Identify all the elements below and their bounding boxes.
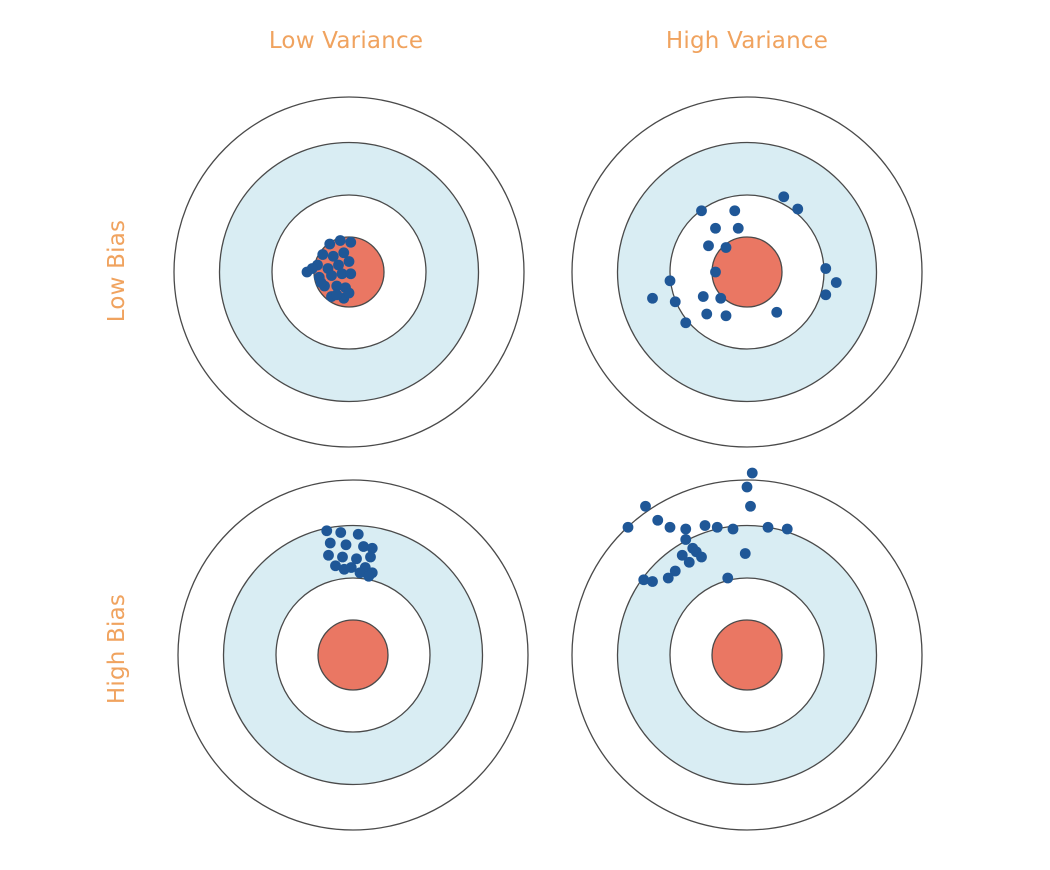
- target-high-bias-high-variance: [571, 467, 923, 831]
- shot-dot: [664, 275, 676, 287]
- shot-dot: [699, 520, 711, 531]
- shot-dot: [317, 249, 329, 260]
- shot-dot: [352, 528, 364, 540]
- shot-dot: [351, 553, 362, 565]
- shot-dot: [622, 521, 634, 533]
- shot-dot: [680, 317, 692, 329]
- shot-dot: [820, 263, 832, 274]
- target-low-bias-low-variance: [173, 96, 525, 448]
- shot-dot: [345, 268, 357, 280]
- shot-dot: [680, 523, 692, 535]
- shot-dot: [336, 268, 348, 280]
- shot-dot: [710, 266, 721, 278]
- shot-dot: [711, 521, 723, 533]
- shot-dot: [324, 537, 336, 549]
- shot-dot: [327, 250, 339, 262]
- shot-dot: [315, 277, 327, 288]
- shot-dot: [340, 539, 352, 551]
- shot-dot: [680, 534, 692, 545]
- shot-dot: [697, 291, 709, 302]
- shot-dot: [640, 500, 651, 512]
- target-low-bias-high-variance: [571, 96, 923, 448]
- shot-dot: [647, 292, 658, 304]
- shot-dot: [664, 521, 676, 533]
- shot-dot: [333, 259, 344, 271]
- shot-dot: [306, 263, 318, 274]
- shot-dot: [345, 236, 357, 248]
- shot-dot: [366, 542, 378, 554]
- shot-dot: [778, 191, 790, 203]
- column-label-high-variance: High Variance: [665, 28, 829, 54]
- shot-dot: [338, 247, 350, 259]
- shot-dot: [696, 551, 707, 563]
- shot-dot: [324, 238, 336, 250]
- shot-dot: [762, 521, 774, 533]
- shot-dot: [669, 296, 681, 308]
- shot-dot: [741, 481, 753, 493]
- shot-dot: [358, 541, 369, 552]
- shot-dot: [323, 549, 334, 561]
- shot-dot: [710, 222, 721, 234]
- shot-dot: [715, 292, 727, 304]
- bullseye: [711, 619, 783, 691]
- shot-dot: [669, 565, 681, 577]
- shot-dot: [683, 556, 695, 568]
- shot-dot: [334, 235, 346, 246]
- shot-dot: [365, 551, 376, 563]
- shot-dot: [820, 289, 832, 301]
- shot-dot: [338, 563, 350, 575]
- shot-dot: [321, 525, 333, 537]
- shot-dot: [354, 567, 366, 579]
- shot-dot: [722, 572, 734, 584]
- shot-dot: [331, 289, 343, 301]
- target-high-bias-low-variance: [177, 479, 529, 831]
- shot-dot: [363, 570, 375, 582]
- shot-dot: [326, 270, 337, 281]
- shot-dot: [739, 548, 751, 559]
- shot-dot: [662, 572, 674, 584]
- shot-dot: [647, 576, 658, 587]
- shot-dot: [703, 240, 714, 252]
- shot-dot: [343, 256, 355, 267]
- column-label-low-variance: Low Variance: [268, 28, 424, 54]
- shot-dot: [781, 523, 793, 535]
- shot-dot: [727, 523, 739, 535]
- shot-dot: [746, 467, 758, 479]
- shot-dot: [732, 222, 744, 234]
- shot-dot: [745, 500, 756, 512]
- shot-dot: [720, 310, 732, 322]
- shot-dot: [720, 242, 732, 253]
- shot-dot: [676, 549, 688, 561]
- bullseye: [317, 619, 389, 691]
- shot-dot: [343, 287, 355, 299]
- shot-dot: [652, 514, 664, 526]
- shot-dot: [330, 560, 341, 572]
- shot-dot: [830, 277, 842, 288]
- shot-dot: [771, 306, 783, 318]
- shot-dot: [729, 205, 741, 217]
- shot-dot: [701, 308, 713, 320]
- shot-dot: [792, 203, 804, 215]
- shot-dot: [337, 551, 348, 563]
- shot-dot: [331, 280, 343, 292]
- shot-dot: [335, 527, 347, 538]
- shot-dot: [638, 574, 650, 586]
- shot-dot: [696, 205, 707, 217]
